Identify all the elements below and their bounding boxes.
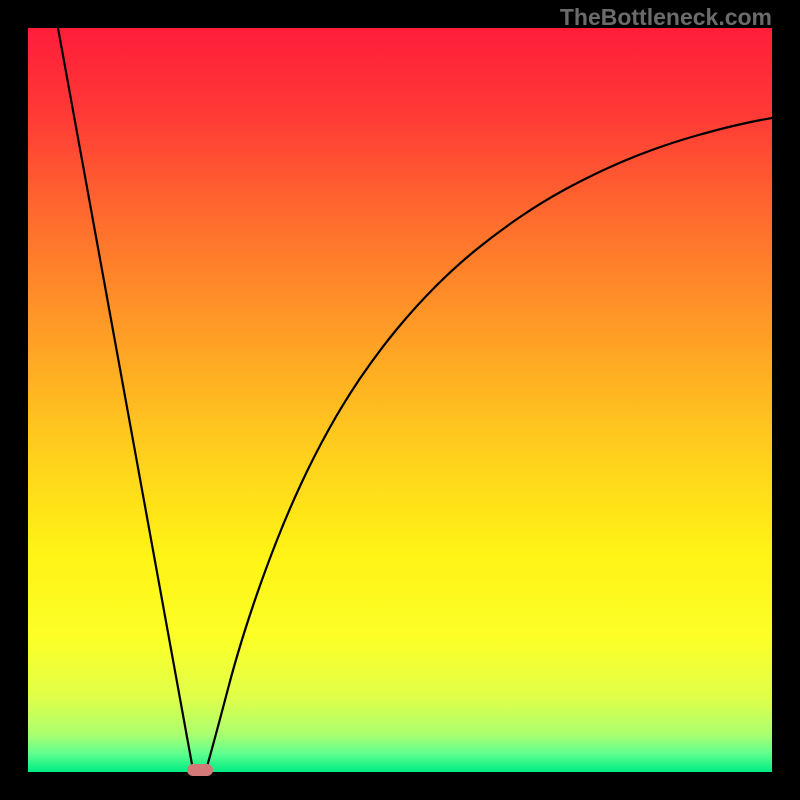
watermark-text: TheBottleneck.com bbox=[560, 4, 772, 31]
plot-area bbox=[28, 28, 772, 772]
chart-container: TheBottleneck.com bbox=[0, 0, 800, 800]
optimum-marker bbox=[187, 764, 213, 776]
